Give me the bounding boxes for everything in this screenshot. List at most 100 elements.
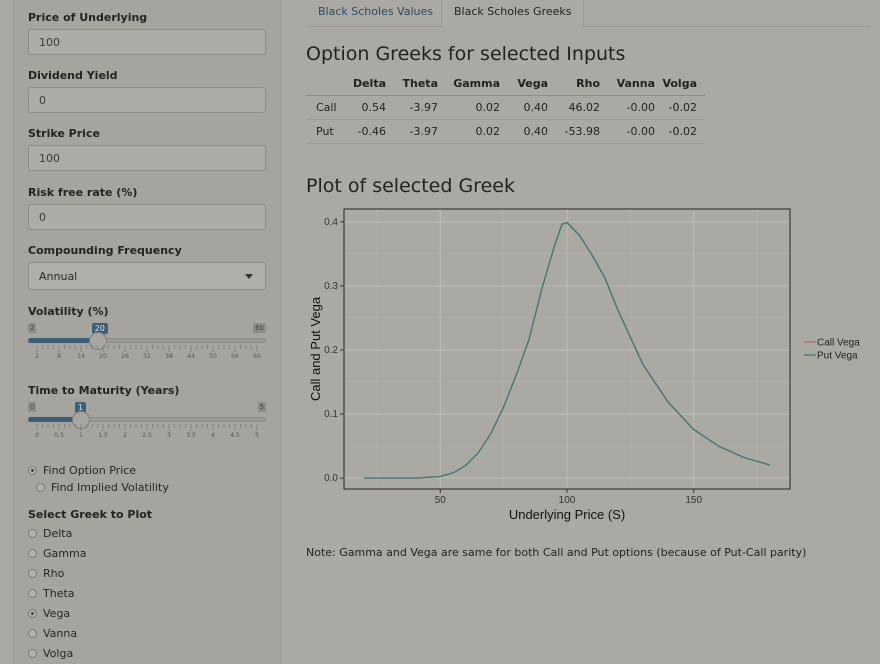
radio-dot xyxy=(28,549,37,558)
dividend-input[interactable]: 0 xyxy=(28,87,266,113)
table-cell: -0.00 xyxy=(600,119,655,144)
radio-label: Find Option Price xyxy=(43,464,137,477)
compounding-select[interactable]: Annual xyxy=(28,262,266,290)
price-label: Price of Underlying xyxy=(28,11,148,24)
table-cell: 0.02 xyxy=(438,95,500,120)
radio-dot xyxy=(28,569,37,578)
slider-handle[interactable] xyxy=(88,332,107,350)
slider-tick-label: 1 xyxy=(79,432,83,439)
radio-greek-delta[interactable]: Delta xyxy=(28,527,72,541)
maturity-label: Time to Maturity (Years) xyxy=(28,384,180,397)
radio-dot xyxy=(28,649,37,658)
tab-black-scholes-values[interactable]: Black Scholes Values xyxy=(318,5,433,18)
slider-tick-label: 60 xyxy=(253,353,261,360)
y-tick-label: 0.1 xyxy=(324,409,338,420)
table-cell: -53.98 xyxy=(548,119,600,144)
column-header: Rho xyxy=(548,73,600,96)
column-header: Volga xyxy=(655,73,705,96)
slider-tick-labels: 2 8 14 20 26 32 38 44 50 56 60 xyxy=(28,353,266,363)
table-cell: -0.46 xyxy=(346,119,386,144)
radio-greek-gamma[interactable]: Gamma xyxy=(28,547,86,561)
greeks-table-title: Option Greeks for selected Inputs xyxy=(306,43,626,65)
table-cell: -3.97 xyxy=(386,119,438,144)
slider-tick-label: 2 xyxy=(35,353,39,360)
compounding-label: Compounding Frequency xyxy=(28,244,182,257)
sidebar-panel: Price of Underlying 100 Dividend Yield 0… xyxy=(13,0,281,664)
table-cell: 0.54 xyxy=(346,95,386,120)
radio-find-implied-volatility[interactable]: Find Implied Volatility xyxy=(36,481,169,495)
slider-tick-label: 32 xyxy=(143,353,151,360)
table-cell: Put xyxy=(306,119,346,144)
radio-dot xyxy=(28,529,37,538)
strike-label: Strike Price xyxy=(28,127,100,140)
slider-min: 0 xyxy=(28,402,37,412)
table-header-row: Delta Theta Gamma Vega Rho Vanna Volga xyxy=(306,73,705,96)
radio-label: Find Implied Volatility xyxy=(51,481,169,494)
slider-tick-label: 4.5 xyxy=(230,432,240,439)
slider-tick-label: 3 xyxy=(167,432,171,439)
tab-bar: Black Scholes Values Black Scholes Greek… xyxy=(306,0,871,28)
table-cell: 0.40 xyxy=(500,95,548,120)
x-tick-label: 150 xyxy=(685,495,702,506)
radio-label: Rho xyxy=(43,567,65,580)
slider-tick-label: 1.5 xyxy=(98,432,108,439)
slider-tick-label: 8 xyxy=(57,353,61,360)
volatility-slider[interactable]: 2 60 20 2 8 14 20 26 32 38 44 50 56 60 xyxy=(28,323,266,363)
strike-input[interactable]: 100 xyxy=(28,145,266,171)
radio-greek-volga[interactable]: Volga xyxy=(28,647,73,661)
y-tick-label: 0.3 xyxy=(324,281,338,292)
radio-label: Volga xyxy=(43,647,74,660)
x-axis-label: Underlying Price (S) xyxy=(509,507,625,522)
radio-greek-vega[interactable]: Vega xyxy=(28,607,70,621)
x-tick-label: 50 xyxy=(435,495,447,506)
compounding-value: Annual xyxy=(39,270,78,283)
column-header: Delta xyxy=(346,73,386,96)
maturity-slider[interactable]: 0 5 1 0 0.5 1 1.5 2 2.5 3 3.5 4 4.5 5 xyxy=(28,402,266,442)
x-tick-label: 100 xyxy=(559,495,576,506)
rate-input[interactable]: 0 xyxy=(28,204,266,230)
table-row: Put -0.46 -3.97 0.02 0.40 -53.98 -0.00 -… xyxy=(306,119,705,144)
price-input[interactable]: 100 xyxy=(28,29,266,55)
greek-select-label: Select Greek to Plot xyxy=(28,508,153,521)
radio-greek-theta[interactable]: Theta xyxy=(28,587,75,601)
volatility-label: Volatility (%) xyxy=(28,305,109,318)
slider-ticks xyxy=(36,424,258,431)
table-row: Call 0.54 -3.97 0.02 0.40 46.02 -0.00 -0… xyxy=(306,95,705,120)
slider-tick-label: 50 xyxy=(209,353,217,360)
y-axis-label: Call and Put Vega xyxy=(308,296,323,401)
table-cell: -0.02 xyxy=(655,119,705,144)
slider-tick-label: 14 xyxy=(77,353,85,360)
column-header: Vanna xyxy=(600,73,655,96)
chevron-down-icon xyxy=(245,274,253,279)
column-header xyxy=(306,73,346,96)
slider-tick-label: 20 xyxy=(99,353,107,360)
slider-tick-label: 2 xyxy=(123,432,127,439)
slider-min: 2 xyxy=(28,323,37,333)
radio-label: Vega xyxy=(43,607,71,620)
slider-fill xyxy=(28,417,81,422)
slider-fill xyxy=(28,338,98,343)
slider-tick-label: 38 xyxy=(165,353,173,360)
tab-black-scholes-greeks[interactable]: Black Scholes Greeks xyxy=(441,0,585,28)
radio-greek-vanna[interactable]: Vanna xyxy=(28,627,77,641)
series-line-1 xyxy=(364,221,770,479)
table-cell: 0.40 xyxy=(500,119,548,144)
slider-tick-label: 44 xyxy=(187,353,195,360)
radio-dot xyxy=(28,609,37,618)
table-cell: -0.00 xyxy=(600,95,655,120)
greeks-table: Delta Theta Gamma Vega Rho Vanna Volga C… xyxy=(306,73,705,144)
table-cell: -3.97 xyxy=(386,95,438,120)
column-header: Gamma xyxy=(438,73,500,96)
y-tick-label: 0.0 xyxy=(324,473,338,484)
column-header: Vega xyxy=(500,73,548,96)
radio-find-option-price[interactable]: Find Option Price xyxy=(28,464,136,478)
y-tick-label: 0.2 xyxy=(324,345,338,356)
slider-tick-label: 26 xyxy=(121,353,129,360)
slider-tick-label: 3.5 xyxy=(186,432,196,439)
table-cell: 46.02 xyxy=(548,95,600,120)
radio-greek-rho[interactable]: Rho xyxy=(28,567,64,581)
slider-ticks xyxy=(36,345,258,352)
radio-label: Theta xyxy=(43,587,75,600)
slider-tick-label: 56 xyxy=(231,353,239,360)
slider-value: 20 xyxy=(91,323,108,334)
